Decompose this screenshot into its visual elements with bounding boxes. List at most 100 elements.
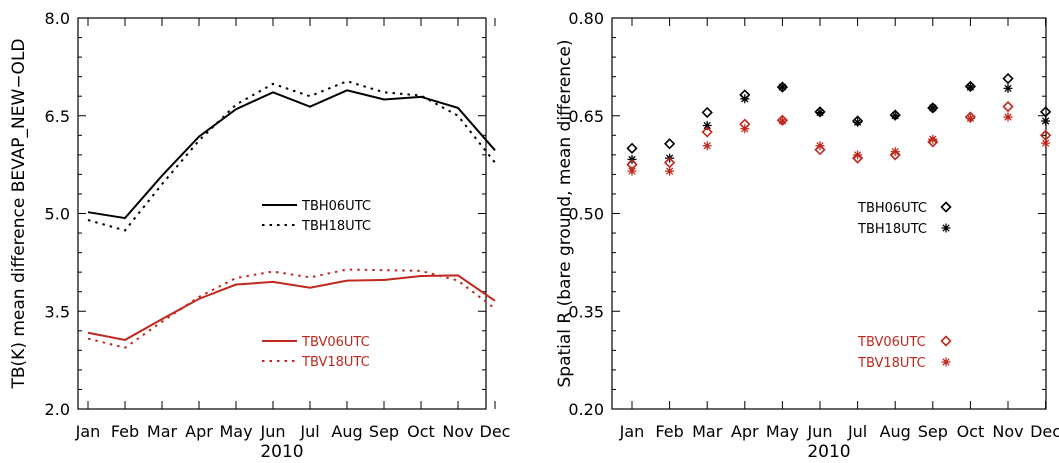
data-point (702, 121, 712, 131)
data-point (701, 126, 713, 138)
y-tick-label: 8.0 (45, 9, 70, 28)
data-point (665, 166, 675, 176)
x-tick-label: Feb (111, 422, 139, 441)
x-tick-label: Jun (807, 422, 833, 441)
legend-label: TBH18UTC (301, 219, 371, 234)
x-tick-label: Nov (442, 422, 473, 441)
y-tick-label: 6.5 (45, 107, 70, 126)
x-tick-label: Sep (369, 422, 399, 441)
data-point (626, 142, 638, 154)
legend-label: TBV18UTC (857, 356, 926, 371)
series-TBH18UTC (87, 80, 496, 232)
legend-marker (941, 357, 951, 367)
x-tick-label: Oct (407, 422, 435, 441)
y-tick-label: 3.5 (45, 302, 70, 321)
chart-panel-1: 2.0 3.5 5.0 6.5 8.0 Jan Feb Mar Apr May Jun Jul Aug S… (9, 9, 510, 462)
chart-panel-2: 0.20 0.35 0.50 0.65 0.80 Jan Feb Mar Apr May Jun Ju… (555, 9, 1059, 462)
data-point (851, 152, 864, 164)
x-tick-label: Apr (731, 422, 759, 441)
series-line (87, 89, 496, 220)
y-tick-label: 0.35 (568, 302, 604, 321)
legend-label: TBH06UTC (857, 201, 927, 216)
data-point (965, 113, 975, 123)
data-point (928, 134, 938, 144)
y-tick-label: 5.0 (45, 205, 70, 224)
x-tick-label: May (766, 422, 799, 441)
data-point (777, 116, 787, 126)
data-point (1041, 138, 1051, 148)
data-point (853, 150, 863, 160)
y-tick-label: 0.20 (568, 400, 604, 419)
series-TBV06UTC (87, 274, 496, 341)
data-point (1002, 72, 1014, 85)
data-point (890, 111, 900, 121)
series-TBV18UTC (627, 112, 1051, 176)
x-tick-label: Jan (75, 422, 101, 441)
data-point (702, 141, 712, 151)
data-point (927, 136, 939, 148)
y-axis-label: TB(K) mean difference BEVAP_NEW−OLD (9, 38, 29, 389)
data-point (889, 149, 901, 161)
series-TBV18UTC (87, 268, 496, 349)
legend-label: TBV06UTC (857, 335, 926, 350)
x-axis-label: 2010 (260, 442, 303, 462)
data-point (890, 147, 900, 157)
x-tick-label: Mar (147, 422, 178, 441)
legend: TBH06UTC TBH18UTC TBV06UTC TBV18UTC (857, 201, 952, 371)
legend-marker (941, 223, 951, 233)
y-tick-label: 0.80 (568, 9, 604, 28)
x-tick-label: Nov (992, 422, 1023, 441)
data-point (701, 106, 713, 119)
legend-label: TBV06UTC (301, 335, 370, 350)
x-tick-label: Jul (847, 422, 867, 441)
x-tick-label: Aug (880, 422, 911, 441)
x-tick-label: Dec (480, 422, 511, 441)
data-point (1039, 106, 1052, 118)
data-point (777, 82, 787, 92)
y-tick-label: 0.65 (568, 107, 604, 126)
x-axis-label: 2010 (807, 442, 850, 462)
x-tick-label: Oct (957, 422, 985, 441)
y-tick-label: 2.0 (45, 400, 70, 419)
plot-frame (611, 17, 1047, 410)
data-point (663, 138, 676, 150)
x-tick-label: Dec (1030, 422, 1059, 441)
x-tick-label: May (219, 422, 252, 441)
data-point (853, 117, 863, 127)
series-TBH06UTC (626, 72, 1052, 154)
data-point (815, 141, 825, 151)
x-tick-label: Jun (260, 422, 286, 441)
data-point (1003, 112, 1013, 122)
x-tick-label: Sep (918, 422, 948, 441)
legend-marker (940, 335, 952, 347)
x-tick-label: Apr (185, 422, 213, 441)
legend: TBH06UTC TBH18UTC TBV06UTC TBV18UTC (262, 199, 371, 370)
legend-marker (940, 201, 952, 213)
series-line (87, 274, 496, 341)
data-point (1002, 100, 1014, 113)
data-point (740, 124, 750, 134)
y-tick-label: 0.50 (568, 205, 604, 224)
data-point (965, 82, 975, 92)
legend-label: TBH18UTC (857, 222, 927, 237)
x-tick-label: Mar (692, 422, 723, 441)
data-point (928, 103, 938, 113)
data-point (815, 107, 825, 117)
y-axis-label: Spatial R (bare ground, mean difference) (555, 39, 575, 387)
x-tick-label: Jan (619, 422, 645, 441)
series-line (87, 80, 496, 232)
data-point (1003, 83, 1013, 93)
data-point (740, 94, 750, 104)
series-TBH18UTC (627, 82, 1051, 164)
x-tick-label: Aug (331, 422, 362, 441)
data-point (627, 166, 637, 176)
legend-label: TBH06UTC (301, 199, 371, 214)
data-point (1041, 116, 1051, 126)
series-TBV06UTC (626, 100, 1052, 171)
legend-label: TBV18UTC (301, 355, 370, 370)
x-tick-label: Feb (655, 422, 683, 441)
x-tick-label: Jul (299, 422, 319, 441)
series-TBH06UTC (87, 89, 496, 220)
series-line (87, 268, 496, 349)
